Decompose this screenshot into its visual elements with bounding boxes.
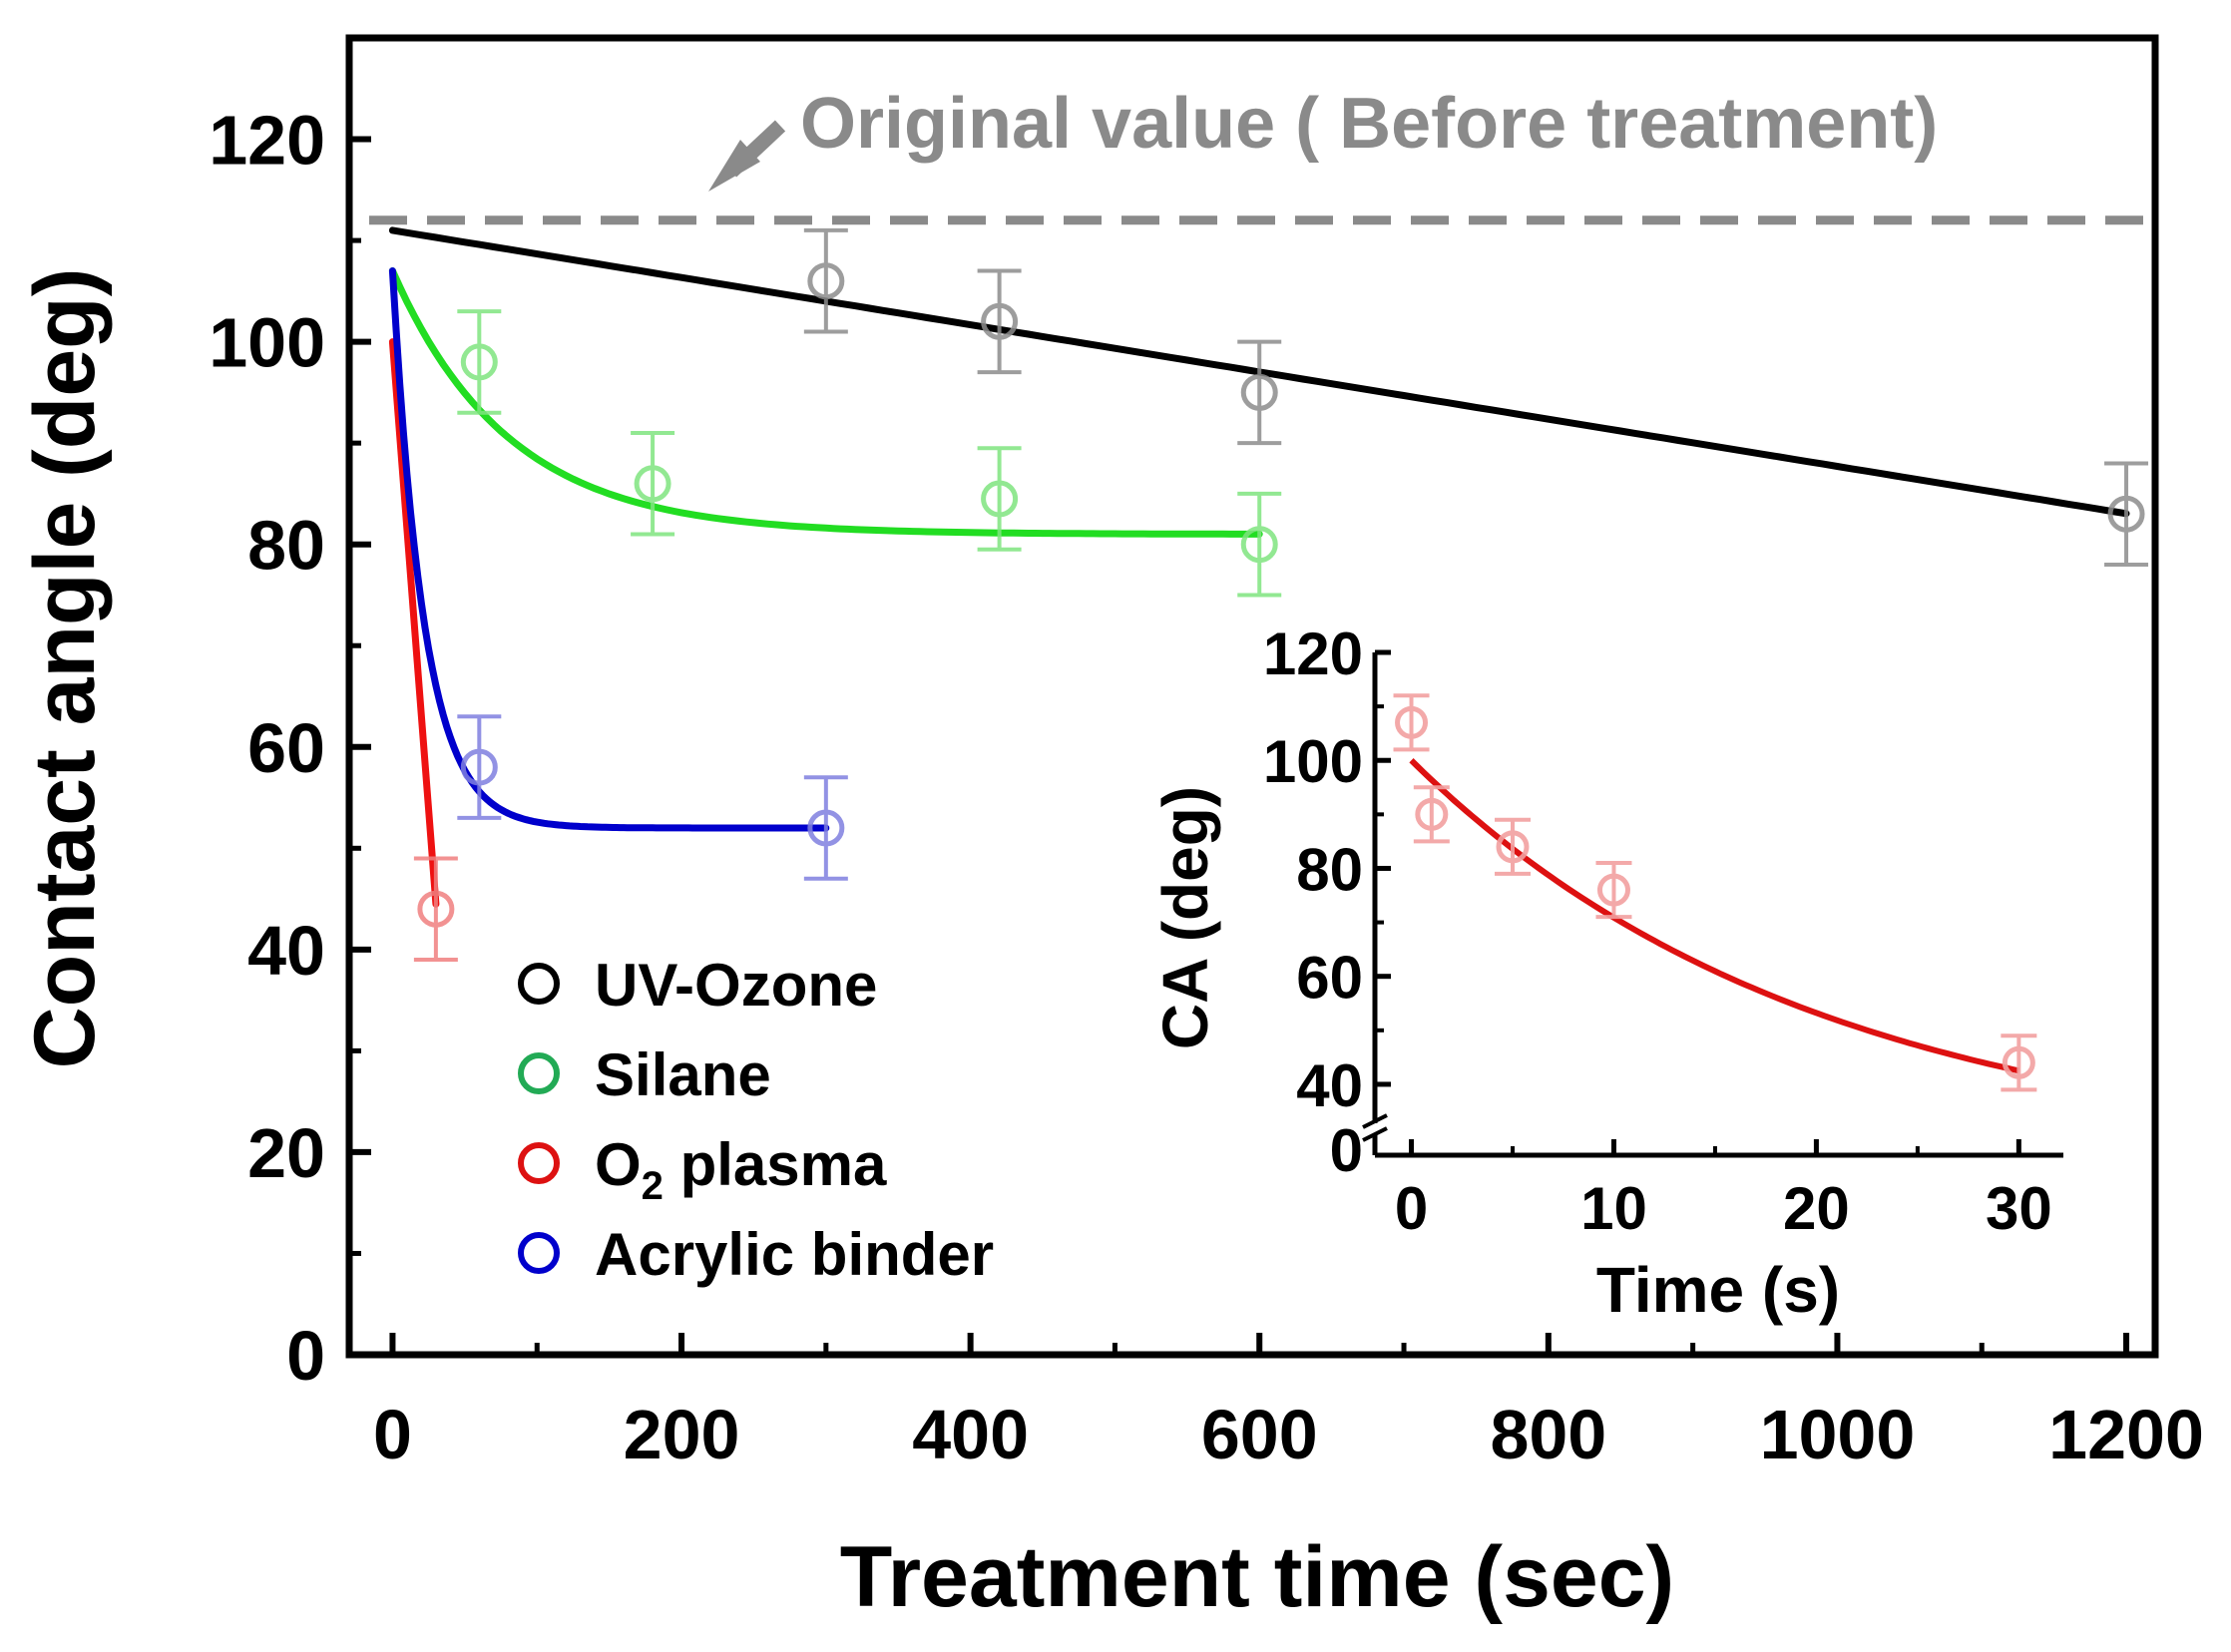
point-acrylic-binder-0	[457, 714, 502, 820]
legend-label-o2-main: O	[595, 1131, 642, 1198]
marker-uv-ozone-3	[2107, 495, 2145, 533]
point-silane-2	[977, 446, 1022, 552]
legend-marker-silane	[518, 1052, 560, 1094]
point-acrylic-binder-1	[803, 775, 848, 881]
legend-entry-o2-plasma: O2 plasma	[518, 1131, 887, 1208]
inset-marker-4	[2002, 1045, 2035, 1079]
inset-y-tick-label-0: 0	[1330, 1117, 1363, 1184]
main-y-tick-label-100: 100	[209, 304, 325, 382]
inset-y-tick-label-80: 80	[1296, 836, 1363, 903]
inset-data-points	[1393, 693, 2037, 1092]
inset-background	[1372, 648, 2066, 1157]
inset-axis-break-mark-lower	[1362, 1126, 1388, 1142]
inset-point-o2-plasma-4	[2001, 1033, 2037, 1092]
inset-y-axis-title: CA (deg)	[1149, 786, 1221, 1049]
main-y-tick-label-20: 20	[247, 1114, 325, 1192]
point-silane-0	[457, 309, 502, 415]
inset-marker-3	[1596, 873, 1630, 907]
point-silane-1	[631, 431, 675, 537]
inset-axis-break	[1362, 1113, 1388, 1142]
inset-axis-break-mark-upper	[1362, 1113, 1388, 1129]
inset-x-tick-label-10: 10	[1580, 1175, 1647, 1242]
point-uv-ozone-0	[803, 227, 848, 334]
inset-marker-0	[1395, 705, 1429, 739]
main-x-tick-label-400: 400	[912, 1396, 1029, 1473]
legend-marker-o2-plasma	[518, 1142, 560, 1184]
legend-marker-uv-ozone	[518, 963, 560, 1005]
inset-y-tick-label-120: 120	[1263, 620, 1363, 687]
inset-point-o2-plasma-1	[1413, 785, 1450, 844]
main-data-points	[413, 227, 2149, 962]
inset-x-tick-label-0: 0	[1395, 1175, 1428, 1242]
marker-acrylic-binder-0	[460, 748, 498, 786]
inset-point-o2-plasma-0	[1393, 693, 1430, 752]
main-x-tick-label-1200: 1200	[2048, 1396, 2204, 1473]
marker-silane-2	[981, 480, 1019, 518]
main-y-axis-title: Contact angle (deg)	[17, 268, 113, 1069]
legend-entry-acrylic-binder: Acrylic binder	[518, 1221, 994, 1288]
point-uv-ozone-3	[2104, 461, 2149, 567]
main-y-tick-label-80: 80	[247, 507, 325, 585]
marker-acrylic-binder-1	[807, 809, 845, 847]
point-silane-3	[1237, 491, 1282, 598]
inset-x-axis-title: Time (s)	[1596, 1254, 1840, 1326]
main-y-tick-label-0: 0	[286, 1317, 325, 1395]
fit-line-acrylic-binder	[388, 267, 830, 832]
main-y-tick-label-120: 120	[209, 102, 325, 180]
main-x-tick-label-200: 200	[624, 1396, 740, 1473]
inset-x-tick-label-30: 30	[1986, 1175, 2052, 1242]
inset-point-o2-plasma-3	[1595, 861, 1632, 920]
point-uv-ozone-1	[977, 268, 1022, 375]
marker-o2-plasma-0	[417, 890, 455, 928]
main-plot-frame	[345, 34, 2159, 1359]
main-x-tick-label-0: 0	[373, 1396, 412, 1473]
marker-uv-ozone-0	[807, 262, 845, 300]
inset-x-tick-label-20: 20	[1783, 1175, 1850, 1242]
marker-silane-3	[1240, 526, 1278, 564]
fit-line-silane	[388, 267, 1263, 538]
point-o2-plasma-0	[413, 856, 458, 962]
inset-y-tick-label-100: 100	[1263, 728, 1363, 795]
reference-annotation: Original value ( Before treatment)	[708, 84, 1938, 192]
marker-silane-0	[460, 343, 498, 381]
legend-label-o2-plasma: O2 plasma	[595, 1131, 887, 1208]
inset-point-o2-plasma-2	[1495, 817, 1531, 876]
legend-marker-acrylic-binder	[518, 1232, 560, 1274]
main-x-tick-label-600: 600	[1201, 1396, 1318, 1473]
reference-arrow-head	[708, 140, 760, 192]
reference-label: Original value ( Before treatment)	[800, 84, 1938, 164]
legend-label-o2-sub: 2	[642, 1164, 664, 1208]
inset-y-tick-label-60: 60	[1296, 945, 1363, 1012]
legend-label-o2-rest: plasma	[664, 1131, 887, 1198]
marker-silane-1	[634, 465, 671, 503]
main-y-tick-label-60: 60	[247, 709, 325, 787]
main-y-tick-label-40: 40	[247, 912, 325, 990]
main-x-axis-title: Treatment time (sec)	[840, 1529, 1674, 1625]
legend-label-acrylic-binder: Acrylic binder	[595, 1221, 994, 1288]
legend-label-uv-ozone: UV-Ozone	[595, 952, 877, 1019]
inset-marker-1	[1415, 797, 1449, 831]
inset-y-tick-label-40: 40	[1296, 1052, 1363, 1119]
fit-line-o2-plasma	[388, 338, 440, 908]
main-x-tick-label-1000: 1000	[1760, 1396, 1916, 1473]
inset-marker-2	[1496, 830, 1530, 864]
main-x-tick-label-800: 800	[1490, 1396, 1606, 1473]
marker-uv-ozone-1	[981, 302, 1019, 340]
point-uv-ozone-2	[1237, 339, 1282, 446]
legend-label-silane: Silane	[595, 1041, 771, 1108]
legend: UV-Ozone Silane O2 plasma Acrylic binder	[518, 952, 994, 1288]
marker-uv-ozone-2	[1240, 373, 1278, 411]
legend-entry-silane: Silane	[518, 1041, 771, 1108]
legend-entry-uv-ozone: UV-Ozone	[518, 952, 877, 1019]
